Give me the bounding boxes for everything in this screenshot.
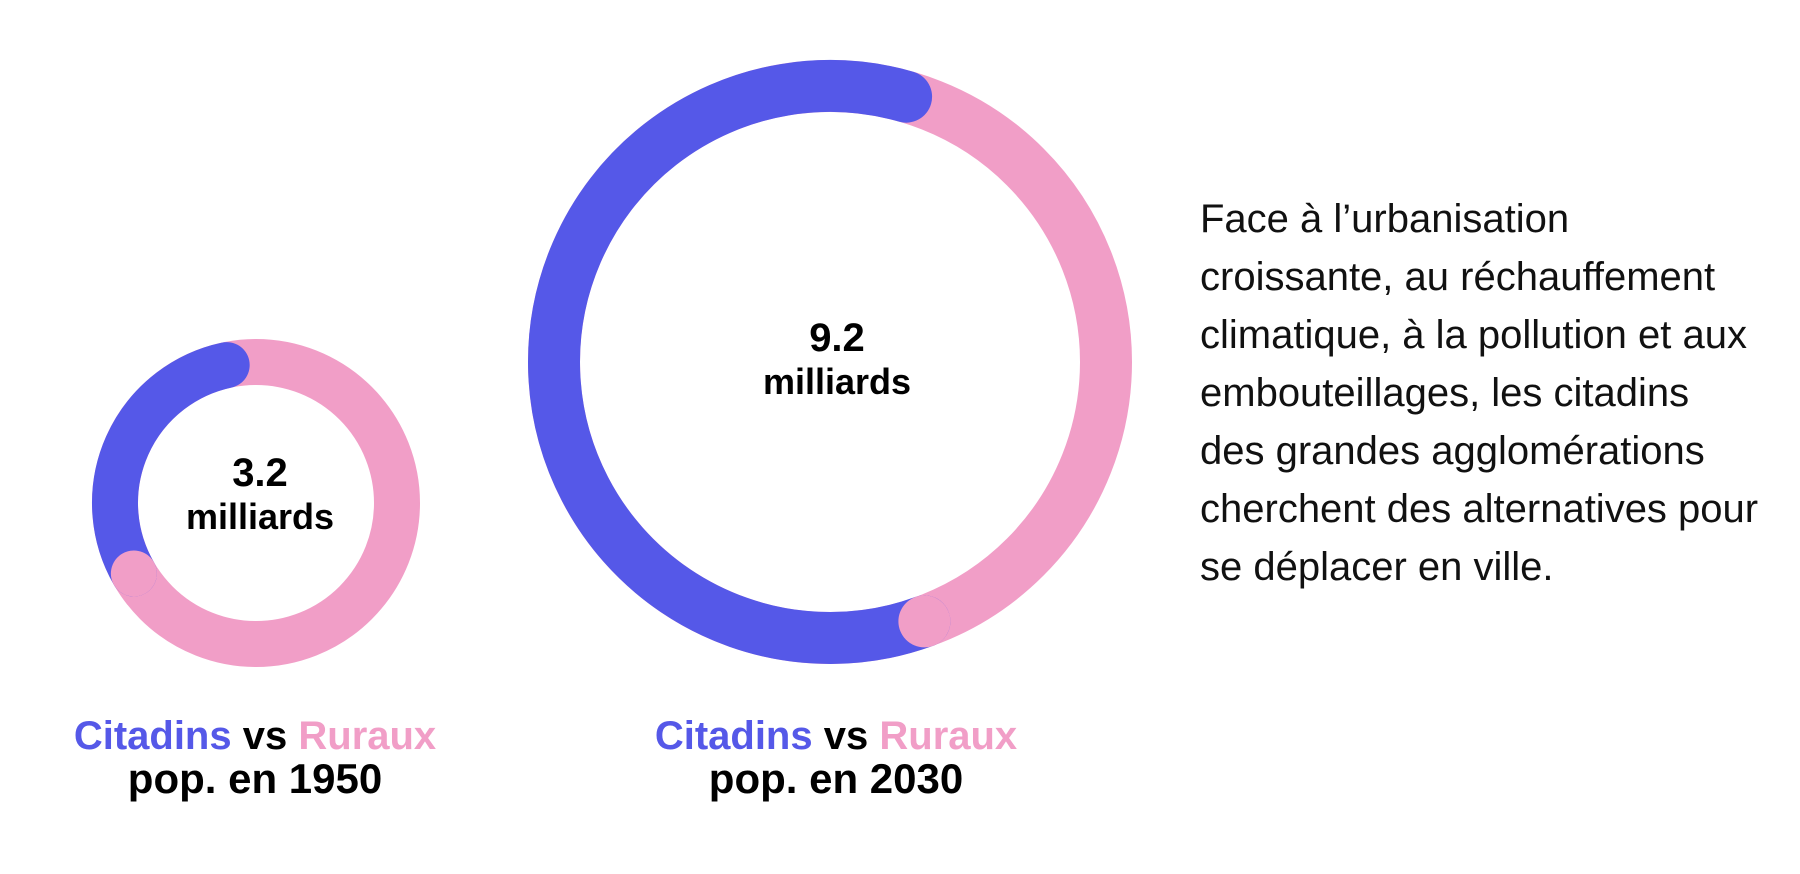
center-unit-2030: milliards [762, 361, 912, 402]
caption-year-1950: pop. en 1950 [127, 755, 383, 802]
caption-legend-2030: Citadins vs Ruraux [655, 715, 1017, 757]
legend-ruraux-2030: Ruraux [879, 714, 1018, 758]
donut-chart-1950 [92, 339, 420, 667]
donut-chart-2030 [528, 60, 1132, 664]
center-unit-1950: milliards [185, 496, 335, 537]
center-value-1950: 3.2 [232, 451, 288, 495]
legend-vs-1950: vs [242, 714, 288, 758]
donut-center-1950: 3.2 milliards [186, 450, 334, 537]
legend-ruraux-1950: Ruraux [298, 714, 437, 758]
description-paragraph: Face à l’urbanisation croissante, au réc… [1200, 197, 1759, 589]
legend-citadins-1950: Citadins [73, 714, 232, 758]
legend-citadins-2030: Citadins [654, 714, 813, 758]
caption-2030: Citadins vs Ruraux pop. en 2030 [655, 715, 1017, 801]
citadins-arc-1950 [92, 342, 250, 597]
caption-year-2030: pop. en 2030 [708, 755, 964, 802]
donut-center-2030: 9.2 milliards [763, 315, 911, 402]
center-value-2030: 9.2 [809, 316, 865, 360]
ruraux-cap-0 [110, 550, 157, 597]
legend-vs-2030: vs [823, 714, 869, 758]
caption-legend-1950: Citadins vs Ruraux [74, 715, 436, 757]
caption-1950: Citadins vs Ruraux pop. en 1950 [74, 715, 436, 801]
citadins-arc-2030 [528, 60, 951, 664]
ruraux-cap-1 [898, 595, 951, 648]
